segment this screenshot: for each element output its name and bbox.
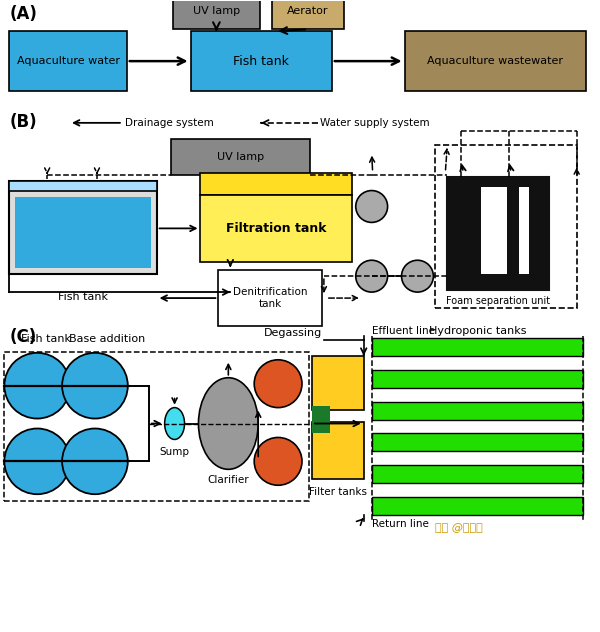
Bar	[312, 406, 330, 434]
Text: Effluent line: Effluent line	[371, 326, 434, 336]
Circle shape	[356, 260, 388, 292]
Text: (B): (B)	[10, 113, 37, 131]
Bar	[371, 338, 583, 356]
Text: Aquaculture wastewater: Aquaculture wastewater	[427, 56, 563, 66]
Text: Drainage system: Drainage system	[125, 118, 214, 128]
Bar	[4, 352, 309, 501]
Text: (A): (A)	[10, 5, 37, 23]
Text: Aerator: Aerator	[287, 6, 329, 16]
Bar	[312, 356, 364, 410]
Text: Fish tank: Fish tank	[58, 292, 108, 302]
Text: Denitrification
tank: Denitrification tank	[233, 288, 307, 309]
Bar	[469, 186, 529, 274]
Bar	[218, 270, 322, 326]
Text: Sump: Sump	[160, 447, 190, 458]
Text: Filtration tank: Filtration tank	[226, 222, 326, 235]
Text: Return line: Return line	[371, 519, 428, 529]
Bar	[469, 186, 481, 274]
Bar	[371, 370, 583, 387]
Text: Fish tank: Fish tank	[21, 334, 71, 344]
Bar	[507, 186, 519, 274]
Bar	[170, 139, 310, 174]
Circle shape	[254, 360, 302, 408]
Bar	[371, 434, 583, 451]
Bar	[448, 176, 549, 290]
Bar	[272, 0, 344, 29]
Circle shape	[62, 428, 128, 494]
Text: Fish tank: Fish tank	[233, 54, 289, 68]
Text: (C): (C)	[10, 328, 37, 346]
Bar	[371, 497, 583, 515]
Bar	[312, 422, 364, 479]
Bar	[16, 197, 151, 268]
Bar	[10, 181, 157, 191]
Text: Degassing: Degassing	[263, 328, 322, 338]
Bar	[200, 173, 352, 195]
Text: Hydroponic tanks: Hydroponic tanks	[430, 326, 527, 336]
Bar	[436, 145, 577, 308]
Circle shape	[62, 353, 128, 418]
Bar	[173, 0, 260, 29]
Circle shape	[401, 260, 433, 292]
Bar	[10, 181, 157, 274]
Circle shape	[4, 353, 70, 418]
Bar	[404, 31, 586, 91]
Bar	[371, 401, 583, 420]
Circle shape	[4, 428, 70, 494]
Circle shape	[254, 437, 302, 485]
Bar	[191, 31, 332, 91]
Text: Base addition: Base addition	[69, 334, 145, 344]
Ellipse shape	[199, 378, 258, 470]
Text: Aquaculture water: Aquaculture water	[17, 56, 119, 66]
Text: 知乎 @管博士: 知乎 @管博士	[436, 523, 483, 533]
Ellipse shape	[164, 408, 185, 439]
Bar	[200, 195, 352, 262]
Text: UV lamp: UV lamp	[193, 6, 240, 16]
Text: UV lamp: UV lamp	[217, 152, 264, 162]
Text: Water supply system: Water supply system	[320, 118, 430, 128]
Text: Filter tanks: Filter tanks	[309, 487, 367, 497]
Circle shape	[356, 191, 388, 222]
Text: Clarifier: Clarifier	[208, 475, 249, 485]
Text: Foam separation unit: Foam separation unit	[446, 296, 550, 306]
Bar	[10, 31, 127, 91]
Bar	[371, 465, 583, 483]
